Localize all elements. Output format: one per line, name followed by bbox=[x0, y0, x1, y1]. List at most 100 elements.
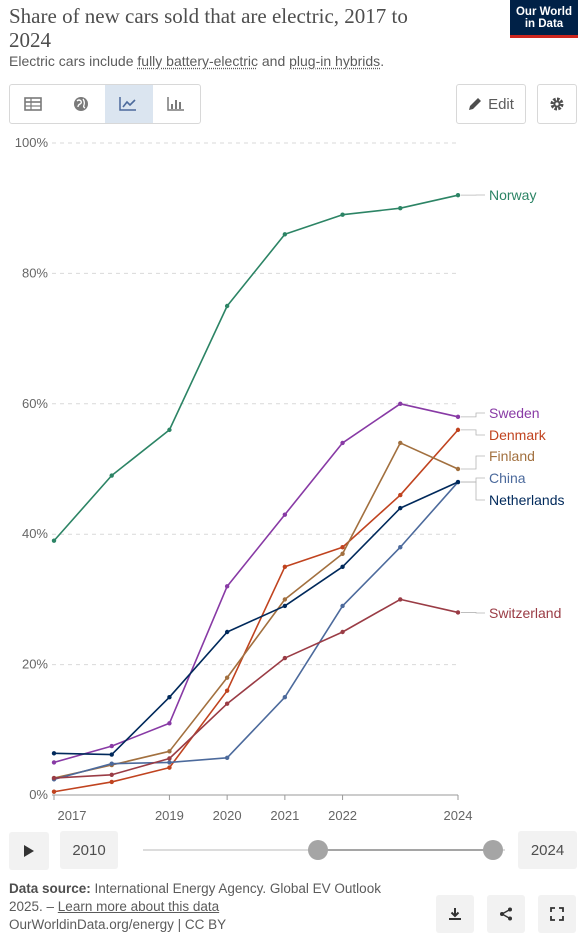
play-button[interactable] bbox=[9, 832, 49, 870]
series-label-sweden: Sweden bbox=[489, 405, 540, 421]
label-leader-line bbox=[461, 455, 485, 470]
data-point-netherlands bbox=[455, 479, 461, 485]
data-point-norway bbox=[224, 303, 230, 309]
edit-label: Edit bbox=[488, 95, 514, 113]
chart-subtitle: Electric cars include fully battery-elec… bbox=[9, 53, 385, 69]
source-label: Data source: bbox=[9, 881, 91, 896]
label-leader-line bbox=[461, 477, 485, 483]
timeline-end-handle[interactable] bbox=[483, 840, 503, 860]
data-point-switzerland bbox=[224, 701, 230, 706]
data-point-denmark bbox=[51, 789, 57, 794]
x-tick-label: 2021 bbox=[270, 808, 299, 823]
label-leader-line bbox=[461, 429, 485, 436]
series-line-denmark bbox=[53, 429, 459, 793]
data-point-switzerland bbox=[167, 756, 172, 761]
label-leader-line bbox=[461, 481, 485, 501]
source-text: International Energy Agency. Global EV O… bbox=[9, 881, 381, 914]
data-point-denmark bbox=[398, 492, 403, 498]
timeline-start-handle[interactable] bbox=[308, 840, 328, 860]
edit-button[interactable]: Edit bbox=[456, 84, 526, 124]
data-point-netherlands bbox=[167, 695, 172, 700]
data-point-norway bbox=[51, 538, 57, 543]
term-plug-in-hybrids[interactable]: plug-in hybrids bbox=[289, 53, 381, 69]
tab-line-chart[interactable] bbox=[105, 85, 153, 123]
share-button[interactable] bbox=[487, 895, 525, 933]
download-icon bbox=[449, 908, 461, 920]
data-point-sweden bbox=[398, 401, 403, 406]
data-point-china bbox=[224, 755, 230, 761]
data-point-sweden bbox=[455, 414, 461, 420]
data-point-switzerland bbox=[340, 629, 345, 635]
data-point-norway bbox=[455, 192, 461, 198]
data-point-netherlands bbox=[109, 752, 114, 757]
data-point-finland bbox=[167, 749, 172, 754]
series-label-norway: Norway bbox=[489, 187, 536, 203]
data-point-norway bbox=[398, 206, 403, 211]
data-point-sweden bbox=[224, 584, 230, 589]
fullscreen-button[interactable] bbox=[538, 895, 576, 933]
x-tick-label: 2017 bbox=[58, 808, 87, 823]
data-point-norway bbox=[340, 212, 345, 217]
footer-source: Data source: International Energy Agency… bbox=[9, 880, 409, 934]
chart-title: Share of new cars sold that are electric… bbox=[9, 4, 408, 52]
x-tick-label: 2024 bbox=[444, 808, 473, 823]
series-label-switzerland: Switzerland bbox=[489, 605, 561, 621]
credit-text: OurWorldinData.org/energy | CC BY bbox=[9, 917, 227, 932]
learn-more-link[interactable]: Learn more about this data bbox=[57, 899, 220, 914]
data-point-sweden bbox=[340, 440, 345, 446]
series-line-china bbox=[53, 481, 459, 781]
chart-type-tabs bbox=[9, 84, 201, 124]
settings-button[interactable] bbox=[537, 84, 577, 124]
table-icon bbox=[24, 97, 43, 111]
data-point-china bbox=[167, 760, 172, 765]
series-label-finland: Finland bbox=[489, 448, 535, 464]
download-button[interactable] bbox=[436, 895, 474, 933]
timeline-start-year[interactable]: 2010 bbox=[60, 831, 118, 869]
data-point-norway bbox=[167, 427, 172, 433]
timeline-end-year[interactable]: 2024 bbox=[518, 831, 577, 869]
x-tick-label: 2020 bbox=[213, 808, 242, 823]
label-leader-line bbox=[461, 612, 485, 614]
data-point-denmark bbox=[167, 765, 172, 770]
data-point-denmark bbox=[282, 564, 288, 569]
data-point-finland bbox=[398, 440, 403, 446]
data-point-norway bbox=[282, 232, 288, 237]
gear-icon bbox=[550, 97, 564, 111]
series-line-switzerland bbox=[53, 598, 459, 779]
label-leader-line bbox=[461, 412, 485, 418]
data-point-china bbox=[340, 603, 345, 609]
data-point-finland bbox=[340, 551, 345, 556]
x-tick-label: 2019 bbox=[155, 808, 184, 823]
data-point-sweden bbox=[167, 721, 172, 726]
y-tick-label: 0% bbox=[29, 787, 48, 802]
data-point-denmark bbox=[340, 545, 345, 550]
timeline-selected-range bbox=[318, 849, 493, 851]
owid-logo[interactable]: Our World in Data bbox=[510, 0, 578, 38]
data-point-switzerland bbox=[398, 597, 403, 602]
series-label-denmark: Denmark bbox=[489, 427, 547, 443]
data-point-netherlands bbox=[340, 564, 345, 569]
data-point-china bbox=[282, 695, 288, 700]
data-point-finland bbox=[282, 597, 288, 602]
y-tick-label: 20% bbox=[22, 657, 48, 672]
series-label-china: China bbox=[489, 470, 526, 486]
data-point-switzerland bbox=[282, 655, 288, 661]
tab-bar-chart[interactable] bbox=[153, 85, 201, 123]
series-line-norway bbox=[53, 194, 459, 542]
series-line-sweden bbox=[53, 402, 459, 764]
y-tick-label: 60% bbox=[22, 396, 48, 411]
data-point-netherlands bbox=[398, 505, 403, 511]
pencil-icon bbox=[469, 98, 482, 110]
y-tick-label: 80% bbox=[22, 265, 48, 280]
term-battery-electric[interactable]: fully battery-electric bbox=[137, 53, 258, 69]
x-tick-label: 2022 bbox=[328, 808, 357, 823]
fullscreen-icon bbox=[550, 907, 564, 921]
tab-table[interactable] bbox=[10, 85, 58, 123]
data-point-denmark bbox=[224, 688, 230, 693]
y-tick-label: 40% bbox=[22, 526, 48, 541]
data-point-norway bbox=[109, 473, 114, 478]
data-point-china bbox=[398, 545, 403, 550]
data-point-switzerland bbox=[455, 610, 461, 615]
data-point-sweden bbox=[282, 512, 288, 517]
tab-map[interactable] bbox=[58, 85, 106, 123]
